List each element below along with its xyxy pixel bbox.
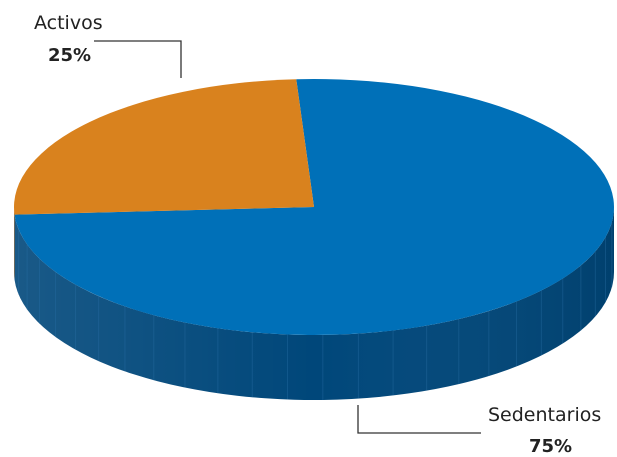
leader-line-activos <box>94 40 182 78</box>
slice-label-activos-value: 25% <box>48 45 92 66</box>
side-wall-shading <box>14 207 614 400</box>
pie-top-faces <box>14 79 615 335</box>
pie-side-walls <box>14 207 614 400</box>
leader-lines <box>94 40 481 434</box>
slice-sedentarios <box>14 79 615 335</box>
slice-label-activos-name: Activos <box>34 12 103 34</box>
slice-label-sedentarios-value: 75% <box>529 436 573 457</box>
leader-line-sedentarios <box>357 405 481 434</box>
slice-activos <box>14 79 315 215</box>
slice-label-sedentarios-name: Sedentarios <box>488 404 602 426</box>
